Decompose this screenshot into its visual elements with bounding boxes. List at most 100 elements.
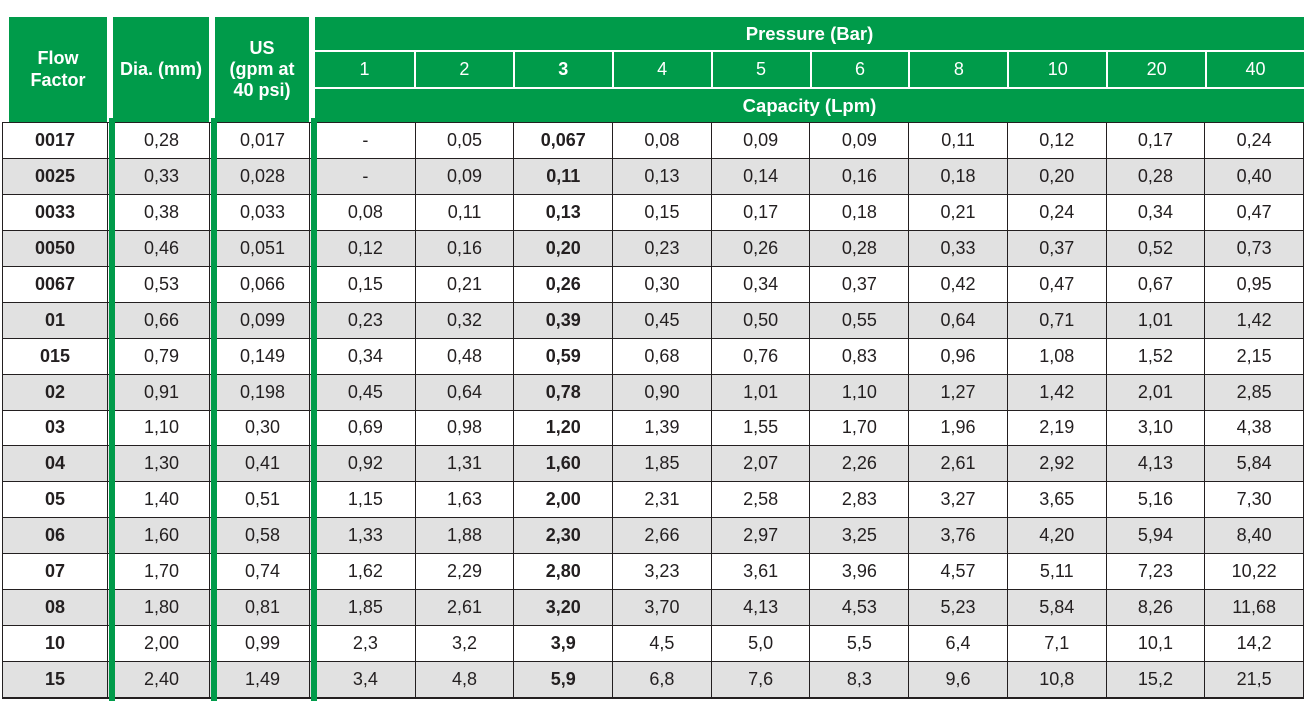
capacity-cell: 8,26 [1105, 590, 1205, 626]
capacity-cell: 1,62 [347, 561, 383, 582]
capacity-cell: 0,11 [908, 123, 1007, 158]
capacity-cell: 1,01 [1105, 302, 1205, 338]
capacity-cell: 0,26 [513, 266, 612, 302]
capacity-cell: 5,5 [809, 626, 908, 662]
capacity-cell: 3,61 [710, 554, 810, 590]
capacity-cell: 0,33 [908, 230, 1007, 266]
capacity-cell: 2,83 [809, 482, 908, 518]
capacity-cell: 0,71 [1006, 302, 1106, 338]
table-row: 10 2,00 0,99 2,3 3,2 3,9 4,5 5,0 5,5 6,4 7,1 10,1 14… [3, 625, 1303, 662]
table-row: 07 1,70 0,74 1,62 2,29 2,80 3,23 3,61 3,96 4,57 5,… [3, 553, 1303, 590]
capacity-cell: 2,61 [414, 590, 514, 626]
flow-factor-cell: 01 [3, 302, 108, 338]
capacity-cell: 0,52 [1105, 230, 1205, 266]
capacity-cell: 5,84 [1006, 590, 1106, 626]
capacity-cell: 2,61 [908, 446, 1007, 482]
capacity-cell: 3,27 [908, 482, 1007, 518]
capacity-cell: 1,52 [1105, 338, 1205, 374]
us-cell: 0,051 [216, 230, 310, 266]
us-cell: 0,017 [216, 123, 310, 158]
capacity-cell: 0,45 [612, 302, 711, 338]
table-row: 0050 0,46 0,051 0,12 0,16 0,20 0,23 0,26 0,28 0,3… [3, 229, 1303, 266]
table-row: 0017 0,28 0,017-0,05 0,067 0,08 0,09 0,09 0,11 0… [3, 122, 1303, 158]
capacity-cell: 0,39 [513, 302, 612, 338]
dia-cell: 2,40 [114, 662, 210, 697]
capacity-cell: - [362, 165, 369, 186]
capacity-cell: 0,73 [1204, 230, 1303, 266]
capacity-cell: 2,01 [1105, 374, 1205, 410]
capacity-cell: 2,29 [414, 554, 514, 590]
capacity-cell: 5,94 [1105, 518, 1205, 554]
flow-factor-cell: 0033 [3, 194, 108, 230]
capacity-title: Capacity (Lpm) [315, 89, 1304, 122]
capacity-cell: 1,20 [513, 410, 612, 446]
dia-cell: 2,00 [114, 626, 210, 662]
capacity-cell: 10,1 [1105, 626, 1205, 662]
us-cell: 0,58 [216, 518, 310, 554]
flow-factor-cell: 06 [3, 518, 108, 554]
dia-cell: 1,40 [114, 482, 210, 518]
capacity-cell: 21,5 [1204, 662, 1303, 697]
capacity-cell: 2,85 [1204, 374, 1303, 410]
capacity-cell: 1,60 [513, 446, 612, 482]
table-row: 05 1,40 0,51 1,15 1,63 2,00 2,31 2,58 2,83 3,27 3,… [3, 481, 1303, 518]
capacity-cell: 0,17 [1105, 123, 1205, 158]
capacity-cell: 4,57 [908, 554, 1007, 590]
dia-cell: 1,60 [114, 518, 210, 554]
capacity-cell: 4,8 [414, 662, 514, 697]
capacity-cell: 0,32 [414, 302, 514, 338]
capacity-cell: 0,14 [710, 158, 810, 194]
capacity-cell: 5,0 [710, 626, 810, 662]
capacity-cell: 4,20 [1006, 518, 1106, 554]
capacity-cell: 0,59 [513, 338, 612, 374]
capacity-cell: 0,37 [1006, 230, 1106, 266]
us-cell: 0,033 [216, 194, 310, 230]
capacity-cell: 0,96 [908, 338, 1007, 374]
capacity-cell: 0,15 [347, 273, 383, 294]
us-header: US (gpm at 40 psi) [215, 17, 309, 122]
capacity-cell: 7,6 [710, 662, 810, 697]
flow-factor-cell: 07 [3, 554, 108, 590]
capacity-cell: 3,4 [352, 669, 378, 690]
capacity-cell: 0,92 [347, 453, 383, 474]
capacity-cell: 8,40 [1204, 518, 1303, 554]
capacity-cell: 3,76 [908, 518, 1007, 554]
capacity-cell: 1,08 [1006, 338, 1106, 374]
capacity-cell: 6,4 [908, 626, 1007, 662]
table-row: 02 0,91 0,198 0,45 0,64 0,78 0,90 1,01 1,10 1,27 1… [3, 373, 1303, 410]
capacity-cell: 0,18 [809, 194, 908, 230]
capacity-cell: 2,15 [1204, 338, 1303, 374]
capacity-cell: 0,64 [414, 374, 514, 410]
capacity-cell: 3,65 [1006, 482, 1106, 518]
flow-factor-cell: 04 [3, 446, 108, 482]
capacity-cell: 4,13 [1105, 446, 1205, 482]
flow-factor-cell: 08 [3, 590, 108, 626]
us-cell: 1,49 [216, 662, 310, 697]
us-cell: 0,198 [216, 374, 310, 410]
capacity-cell: 0,18 [908, 158, 1007, 194]
dia-cell: 0,28 [114, 123, 210, 158]
pressure-col-header-5: 5 [710, 52, 810, 87]
dia-cell: 1,80 [114, 590, 210, 626]
capacity-cell: 0,23 [347, 309, 383, 330]
capacity-cell: 0,95 [1204, 266, 1303, 302]
capacity-cell: 0,05 [414, 123, 514, 158]
us-cell: 0,51 [216, 482, 310, 518]
capacity-cell: 4,53 [809, 590, 908, 626]
pressure-col-header-6: 6 [809, 52, 909, 87]
flow-factor-header: Flow Factor [9, 17, 107, 122]
table-header: Flow Factor Dia. (mm) US (gpm at 40 psi)… [2, 17, 1304, 122]
capacity-cell: 0,13 [612, 158, 711, 194]
us-cell: 0,30 [216, 410, 310, 446]
dia-cell: 0,91 [114, 374, 210, 410]
capacity-cell: 1,39 [612, 410, 711, 446]
capacity-cell: 9,6 [908, 662, 1007, 697]
capacity-cell: 0,20 [1006, 158, 1106, 194]
flow-factor-cell: 02 [3, 374, 108, 410]
capacity-cell: 0,15 [612, 194, 711, 230]
capacity-cell: 2,31 [612, 482, 711, 518]
capacity-cell: 2,07 [710, 446, 810, 482]
capacity-cell: 0,67 [1105, 266, 1205, 302]
capacity-cell: 3,2 [414, 626, 514, 662]
green-column-divider [109, 118, 115, 701]
